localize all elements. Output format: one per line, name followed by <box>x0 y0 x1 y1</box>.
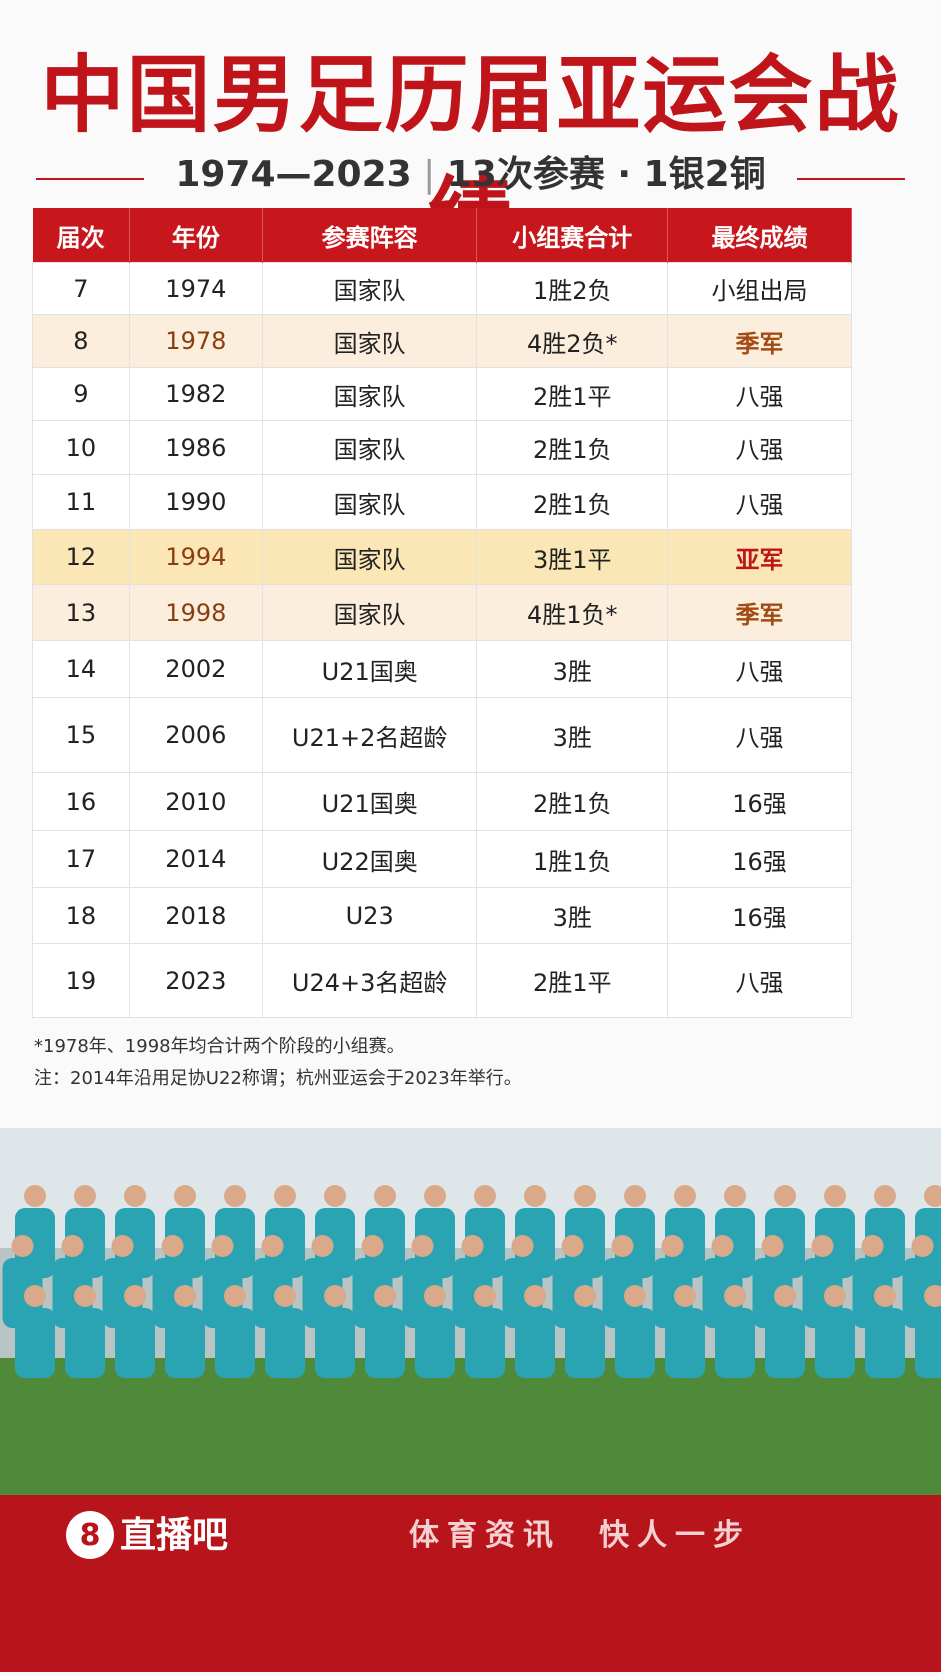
cell: 15 <box>33 698 130 773</box>
cell: U22国奥 <box>262 831 477 888</box>
cell: 季军 <box>668 315 852 368</box>
column-header: 最终成绩 <box>668 208 852 263</box>
note: *1978年、1998年均合计两个阶段的小组赛。 <box>34 1032 405 1058</box>
cell: 1990 <box>129 475 262 530</box>
cell: 2胜1负 <box>477 475 668 530</box>
cell: 11 <box>33 475 130 530</box>
cell: 1994 <box>129 530 262 585</box>
cell: 14 <box>33 641 130 698</box>
cell: 16强 <box>668 888 852 944</box>
cell: U21国奥 <box>262 641 477 698</box>
record: 13次参赛 · 1银2铜 <box>447 154 766 195</box>
cell: 2胜1平 <box>477 944 668 1018</box>
cell: 7 <box>33 263 130 315</box>
column-header: 届次 <box>33 208 130 263</box>
cell: 16 <box>33 773 130 831</box>
footer-art: 8 直播吧 体育资讯 快人一步 <box>0 1495 941 1672</box>
cell: 国家队 <box>262 263 477 315</box>
column-header: 参赛阵容 <box>262 208 477 263</box>
cell: 国家队 <box>262 368 477 421</box>
cell: 八强 <box>668 698 852 773</box>
cell: 国家队 <box>262 530 477 585</box>
cell: 八强 <box>668 421 852 475</box>
cell: 10 <box>33 421 130 475</box>
cell: 2002 <box>129 641 262 698</box>
cell: 季军 <box>668 585 852 641</box>
cell: 八强 <box>668 641 852 698</box>
cell: 3胜 <box>477 698 668 773</box>
cell: U21国奥 <box>262 773 477 831</box>
cell: 2胜1负 <box>477 773 668 831</box>
cell: 13 <box>33 585 130 641</box>
cell: 8 <box>33 315 130 368</box>
column-header: 小组赛合计 <box>477 208 668 263</box>
cell: 小组出局 <box>668 263 852 315</box>
cell: 2018 <box>129 888 262 944</box>
subtitle: 1974—2023 | 13次参赛 · 1银2铜 <box>0 145 941 197</box>
cell: 1986 <box>129 421 262 475</box>
cell: 国家队 <box>262 421 477 475</box>
slogan: 体育资讯 快人一步 <box>409 1518 751 1553</box>
cell: 1胜1负 <box>477 831 668 888</box>
column-header: 年份 <box>129 208 262 263</box>
cell: 1胜2负 <box>477 263 668 315</box>
cell: 八强 <box>668 944 852 1018</box>
cell: 2胜1平 <box>477 368 668 421</box>
cell: 17 <box>33 831 130 888</box>
cell: 9 <box>33 368 130 421</box>
logo: 直播吧 <box>120 1515 228 1556</box>
header-row: 届次年份参赛阵容小组赛合计最终成绩 <box>33 208 852 263</box>
cell: 18 <box>33 888 130 944</box>
years: 1974—2023 <box>175 154 411 195</box>
cell: 八强 <box>668 368 852 421</box>
cell: 12 <box>33 530 130 585</box>
cell: 3胜 <box>477 888 668 944</box>
cell: 1998 <box>129 585 262 641</box>
cell: 2010 <box>129 773 262 831</box>
cell: 国家队 <box>262 585 477 641</box>
cell: 亚军 <box>668 530 852 585</box>
cell: 1978 <box>129 315 262 368</box>
cell: U23 <box>262 888 477 944</box>
cell: 4胜1负* <box>477 585 668 641</box>
cell: U24+3名超龄 <box>262 944 477 1018</box>
cell: 4胜2负* <box>477 315 668 368</box>
cell: 16强 <box>668 773 852 831</box>
cell: 3胜1平 <box>477 530 668 585</box>
footer: 8 直播吧 体育资讯 快人一步 <box>0 1495 941 1672</box>
cell: 3胜 <box>477 641 668 698</box>
cell: 2胜1负 <box>477 421 668 475</box>
team-photo <box>0 1128 941 1495</box>
cell: 2014 <box>129 831 262 888</box>
cell: U21+2名超龄 <box>262 698 477 773</box>
cell: 19 <box>33 944 130 1018</box>
cell: 国家队 <box>262 475 477 530</box>
cell: 16强 <box>668 831 852 888</box>
cell: 国家队 <box>262 315 477 368</box>
cell: 2023 <box>129 944 262 1018</box>
cell: 八强 <box>668 475 852 530</box>
logo-mark: 8 <box>80 1518 101 1553</box>
cell: 1974 <box>129 263 262 315</box>
note: 注：2014年沿用足协U22称谓；杭州亚运会于2023年举行。 <box>34 1064 522 1090</box>
cell: 2006 <box>129 698 262 773</box>
cell: 1982 <box>129 368 262 421</box>
